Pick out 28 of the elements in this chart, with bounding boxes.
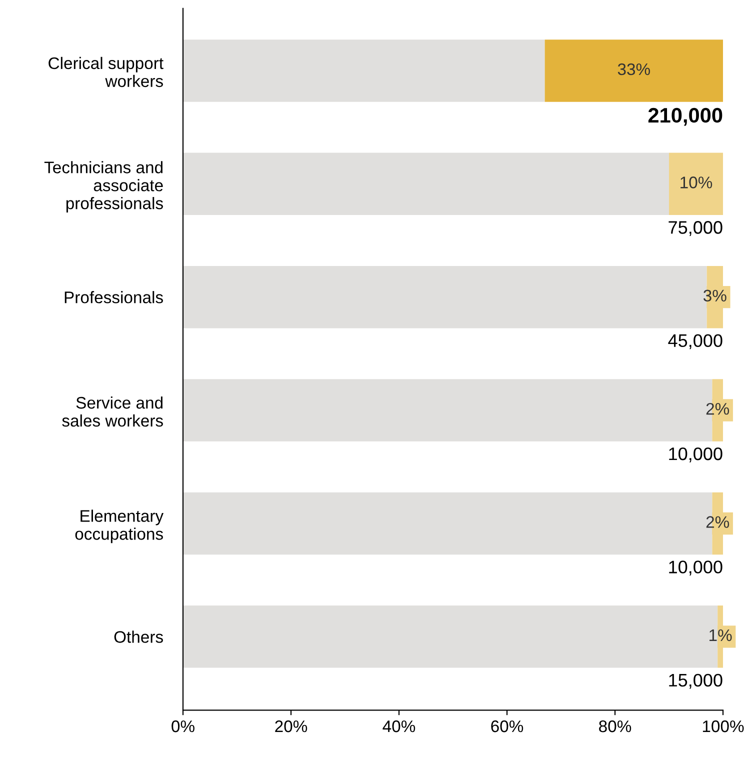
data-label: 1% [710, 629, 732, 642]
data-label: 2% [706, 402, 730, 415]
y-tick-label: Professionals [64, 291, 163, 304]
annotation: 10,000 [669, 447, 722, 462]
data-label: 10% [680, 176, 712, 188]
y-tick-label: Elementary occupations [75, 510, 164, 544]
bar [544, 40, 723, 102]
y-tick-label: Service and sales workers [62, 396, 163, 427]
y-tick-label: Clerical support workers [48, 56, 164, 88]
x-tick-label: 60% [491, 720, 524, 732]
data-label: 3% [703, 290, 726, 302]
annotation: 15,000 [669, 674, 722, 689]
y-tick-label: Technicians and associate professionals [44, 161, 163, 213]
annotation: 210,000 [648, 108, 722, 126]
x-tick-label: 20% [275, 720, 308, 732]
bar [183, 152, 669, 216]
annotation: 10,000 [669, 560, 722, 576]
y-tick-label: Others [114, 630, 163, 643]
annotation: 45,000 [668, 334, 722, 350]
x-tick-label: 0% [172, 720, 194, 732]
data-label: 33% [618, 63, 650, 76]
annotation: 75,000 [668, 221, 722, 236]
x-tick-label: 80% [599, 720, 632, 732]
x-tick-label: 40% [382, 720, 416, 732]
bar [669, 152, 723, 216]
data-label: 2% [706, 516, 730, 528]
x-tick-label: 100% [702, 720, 744, 732]
bar [183, 40, 545, 102]
